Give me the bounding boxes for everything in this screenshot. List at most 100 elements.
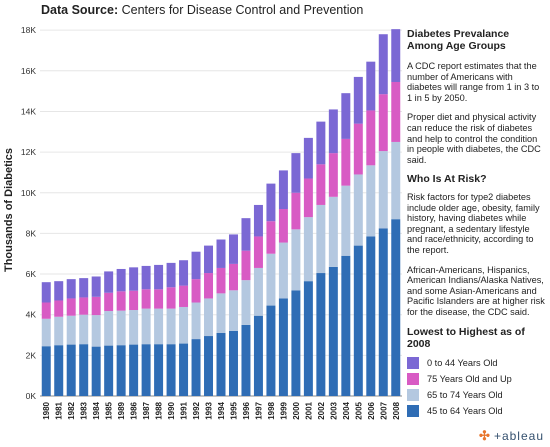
bar-segment[interactable]: [166, 308, 176, 345]
bar-segment[interactable]: [253, 204, 263, 237]
bar-segment[interactable]: [91, 296, 101, 316]
bar-segment[interactable]: [303, 217, 313, 282]
bar-segment[interactable]: [366, 165, 376, 237]
bar-segment[interactable]: [303, 178, 313, 218]
bar-segment[interactable]: [241, 324, 251, 396]
bar-segment[interactable]: [228, 290, 238, 331]
bar-segment[interactable]: [54, 300, 64, 317]
bar-segment[interactable]: [216, 293, 226, 333]
bar-segment[interactable]: [328, 109, 338, 154]
bar-segment[interactable]: [141, 344, 151, 396]
bar-segment[interactable]: [191, 302, 201, 340]
bar-segment[interactable]: [253, 236, 263, 268]
bar-segment[interactable]: [204, 245, 214, 274]
bar-segment[interactable]: [41, 346, 51, 396]
bar-segment[interactable]: [291, 229, 301, 291]
bar-segment[interactable]: [378, 94, 388, 152]
bar-segment[interactable]: [41, 282, 51, 303]
bar-segment[interactable]: [353, 76, 363, 124]
bar-segment[interactable]: [241, 250, 251, 281]
bar-segment[interactable]: [228, 234, 238, 264]
bar-segment[interactable]: [216, 239, 226, 268]
bar-segment[interactable]: [353, 123, 363, 175]
bar-segment[interactable]: [154, 264, 164, 290]
legend-item[interactable]: 65 to 74 Years Old: [407, 387, 547, 403]
bar-segment[interactable]: [179, 285, 189, 307]
bar-segment[interactable]: [191, 251, 201, 280]
bar-segment[interactable]: [154, 344, 164, 396]
bar-segment[interactable]: [66, 298, 76, 316]
bar-segment[interactable]: [54, 316, 64, 346]
bar-segment[interactable]: [129, 290, 139, 311]
bar-segment[interactable]: [104, 271, 114, 293]
bar-segment[interactable]: [179, 260, 189, 286]
bar-segment[interactable]: [79, 344, 89, 396]
bar-segment[interactable]: [66, 279, 76, 299]
bar-segment[interactable]: [391, 81, 401, 142]
bar-segment[interactable]: [266, 305, 276, 396]
bar-segment[interactable]: [266, 221, 276, 254]
bar-segment[interactable]: [291, 153, 301, 193]
bar-segment[interactable]: [278, 298, 288, 396]
bar-segment[interactable]: [353, 245, 363, 396]
bar-segment[interactable]: [341, 93, 351, 139]
bar-segment[interactable]: [79, 297, 89, 315]
bar-segment[interactable]: [253, 267, 263, 316]
bar-segment[interactable]: [316, 204, 326, 274]
bar-segment[interactable]: [204, 336, 214, 396]
bar-segment[interactable]: [278, 209, 288, 243]
bar-segment[interactable]: [266, 253, 276, 306]
bar-segment[interactable]: [391, 141, 401, 220]
bar-segment[interactable]: [116, 310, 126, 346]
bar-segment[interactable]: [266, 183, 276, 222]
bar-segment[interactable]: [378, 151, 388, 229]
bar-segment[interactable]: [316, 121, 326, 165]
bar-segment[interactable]: [141, 289, 151, 309]
bar-segment[interactable]: [166, 262, 176, 288]
bar-segment[interactable]: [54, 345, 64, 396]
bar-segment[interactable]: [154, 289, 164, 309]
bar-segment[interactable]: [141, 308, 151, 345]
bar-segment[interactable]: [191, 279, 201, 303]
bar-segment[interactable]: [179, 306, 189, 344]
bar-segment[interactable]: [91, 276, 101, 297]
bar-segment[interactable]: [129, 267, 139, 291]
bar-segment[interactable]: [278, 242, 288, 299]
bar-segment[interactable]: [104, 345, 114, 396]
bar-segment[interactable]: [341, 255, 351, 396]
bar-segment[interactable]: [341, 138, 351, 186]
bar-segment[interactable]: [66, 344, 76, 396]
bar-segment[interactable]: [204, 273, 214, 299]
bar-segment[interactable]: [241, 218, 251, 251]
bar-segment[interactable]: [79, 314, 89, 345]
bar-segment[interactable]: [366, 61, 376, 111]
bar-segment[interactable]: [166, 287, 176, 309]
bar-segment[interactable]: [204, 298, 214, 337]
bar-segment[interactable]: [253, 315, 263, 396]
bar-segment[interactable]: [328, 266, 338, 396]
bar-segment[interactable]: [116, 291, 126, 311]
bar-segment[interactable]: [216, 332, 226, 396]
bar-segment[interactable]: [228, 330, 238, 396]
bar-segment[interactable]: [241, 280, 251, 325]
bar-segment[interactable]: [328, 196, 338, 267]
bar-segment[interactable]: [191, 339, 201, 396]
bar-segment[interactable]: [378, 228, 388, 396]
bar-segment[interactable]: [66, 315, 76, 345]
bar-segment[interactable]: [154, 308, 164, 345]
bar-segment[interactable]: [341, 185, 351, 256]
bar-segment[interactable]: [41, 318, 51, 347]
legend-item[interactable]: 75 Years Old and Up: [407, 371, 547, 387]
bar-segment[interactable]: [366, 110, 376, 166]
legend-item[interactable]: 0 to 44 Years Old: [407, 355, 547, 371]
bar-segment[interactable]: [41, 302, 51, 319]
bar-segment[interactable]: [303, 281, 313, 396]
bar-segment[interactable]: [316, 273, 326, 396]
bar-segment[interactable]: [366, 236, 376, 396]
bar-segment[interactable]: [129, 310, 139, 345]
bar-segment[interactable]: [378, 34, 388, 95]
bar-segment[interactable]: [104, 292, 114, 312]
bar-segment[interactable]: [391, 219, 401, 396]
bar-segment[interactable]: [278, 170, 288, 210]
bar-segment[interactable]: [328, 153, 338, 197]
